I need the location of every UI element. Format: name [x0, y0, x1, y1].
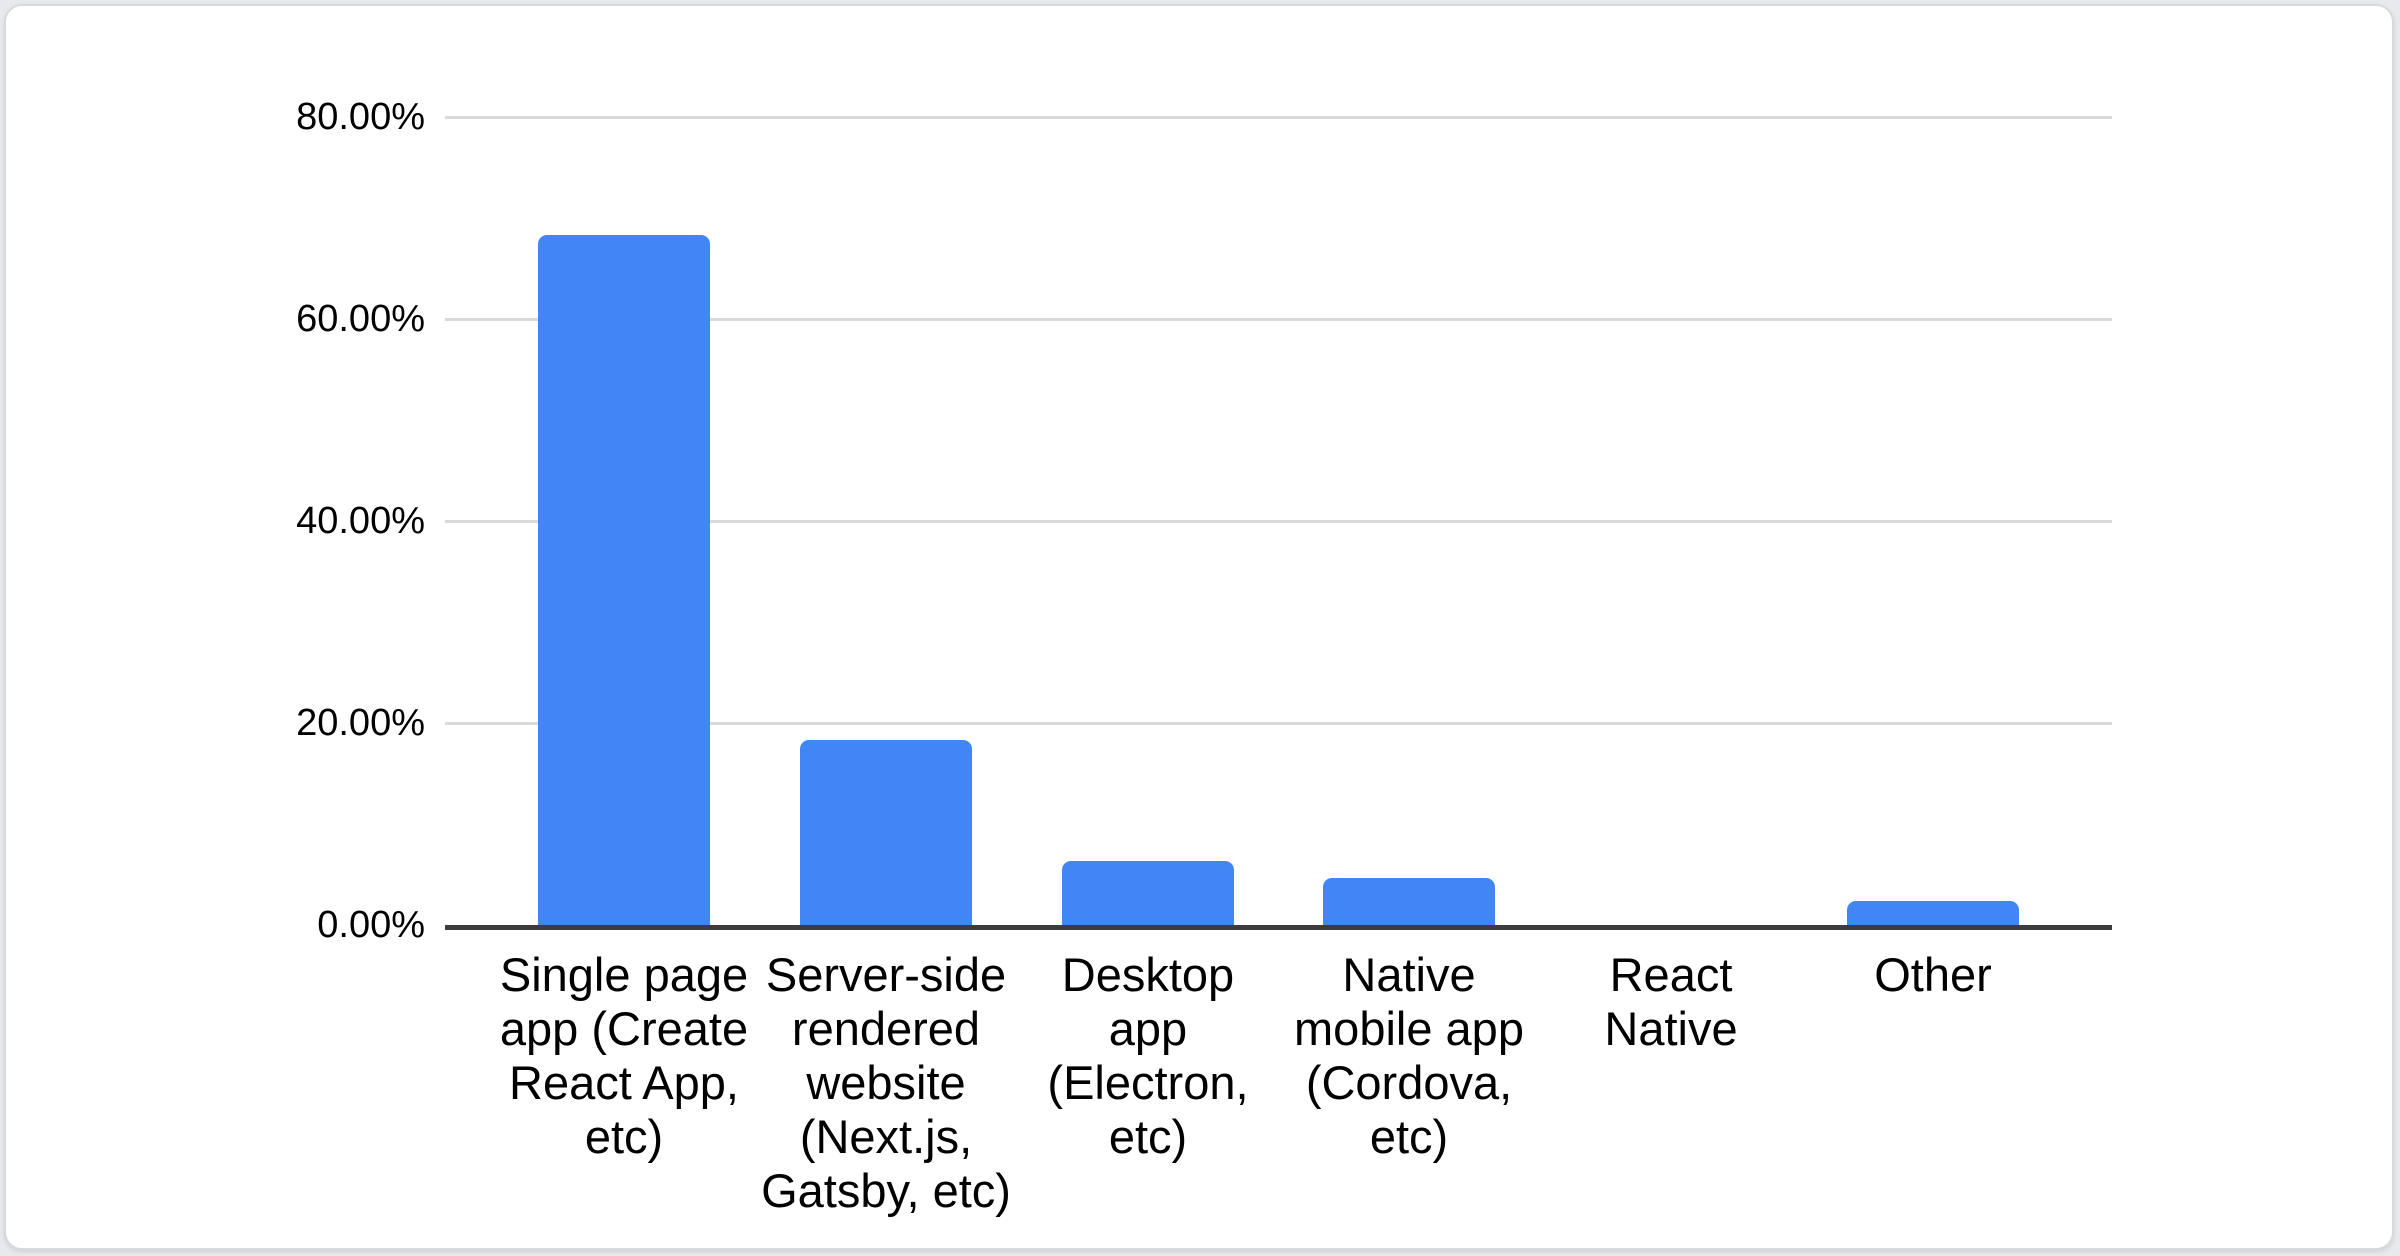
- x-tick-label-react-native: React Native: [1604, 948, 1738, 1055]
- y-tick-label-60pct: 60.00%: [296, 298, 425, 340]
- chart-card: 80.00% 60.00% 40.00% 20.00% 0.00% Single pag…: [4, 4, 2394, 1250]
- bar-server-side-rendered: [800, 740, 972, 925]
- y-tick-label-80pct: 80.00%: [296, 96, 425, 138]
- bar-desktop-app-electron: [1062, 861, 1234, 925]
- x-tick-label-native-mobile-app: Native mobile app (Cordova, etc): [1294, 948, 1524, 1163]
- plot-area: [445, 116, 2112, 930]
- bar-single-page-app: [538, 235, 710, 925]
- gridline-40pct: [445, 520, 2112, 523]
- bar-other: [1847, 901, 2019, 925]
- x-tick-label-single-page-app: Single page app (Create React App, etc): [499, 948, 749, 1163]
- bar-chart: 80.00% 60.00% 40.00% 20.00% 0.00% Single pag…: [6, 6, 2392, 1248]
- gridline-20pct: [445, 722, 2112, 725]
- bar-native-mobile-app: [1323, 878, 1495, 925]
- y-tick-label-0pct: 0.00%: [317, 904, 425, 946]
- y-tick-label-40pct: 40.00%: [296, 500, 425, 542]
- gridline-60pct: [445, 318, 2112, 321]
- gridline-80pct: [445, 116, 2112, 119]
- x-tick-label-server-side-rendered: Server-side rendered website (Next.js, G…: [761, 948, 1011, 1217]
- y-tick-label-20pct: 20.00%: [296, 702, 425, 744]
- x-tick-label-desktop-app-electron: Desktop app (Electron, etc): [1047, 948, 1249, 1163]
- x-tick-label-other: Other: [1874, 948, 1992, 1001]
